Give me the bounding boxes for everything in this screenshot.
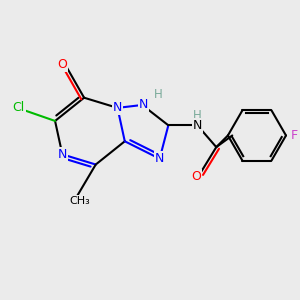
Text: N: N [139,98,148,112]
Text: F: F [291,129,298,142]
Text: H: H [154,88,163,101]
Text: H: H [193,109,202,122]
Text: O: O [57,58,67,71]
Text: Cl: Cl [13,101,25,114]
Text: CH₃: CH₃ [69,196,90,206]
Text: O: O [191,169,201,183]
Text: N: N [155,152,164,165]
Text: N: N [113,101,122,114]
Text: N: N [193,119,202,132]
Text: N: N [58,148,67,161]
